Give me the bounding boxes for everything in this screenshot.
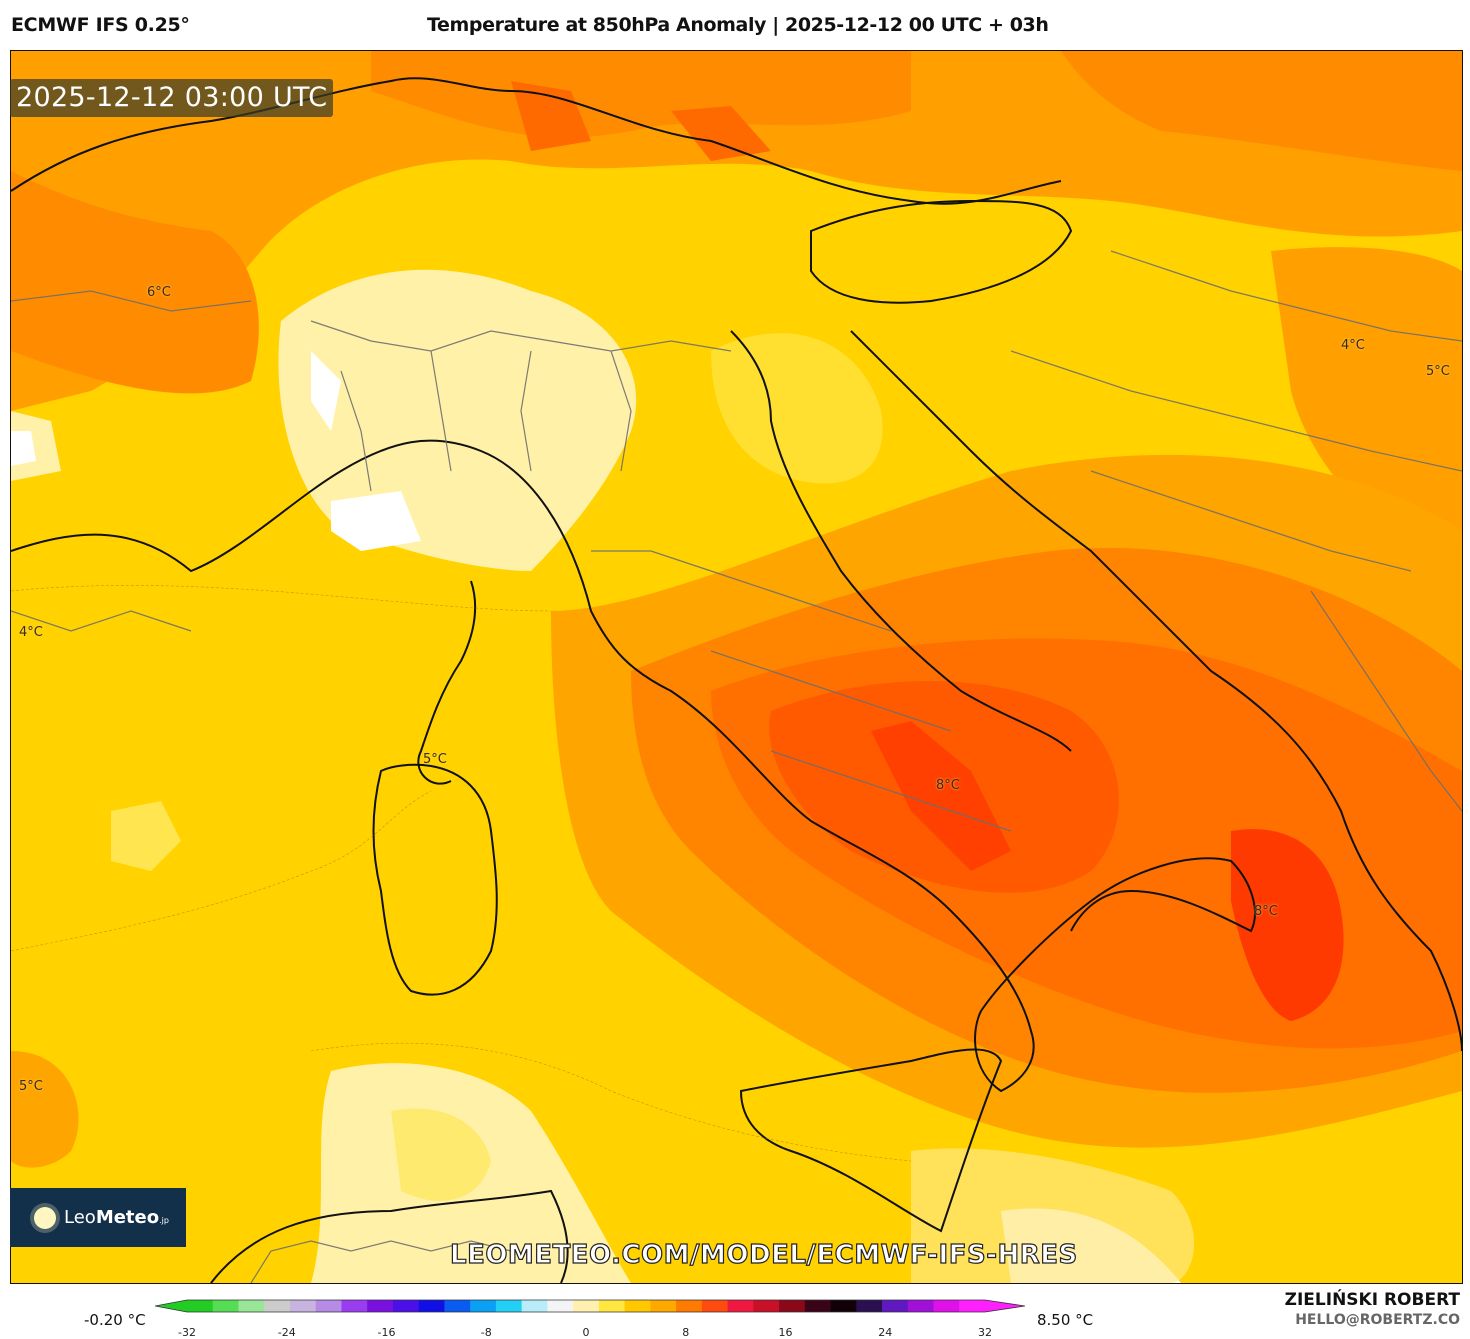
colorbar-tick: 16 (778, 1326, 793, 1339)
sun-icon (34, 1206, 56, 1229)
leometeo-logo[interactable]: LeoMeteo.jp (10, 1188, 186, 1247)
anomaly-field (11, 51, 1462, 1283)
contour-label: 8°C (936, 778, 960, 793)
logo-text: LeoMeteo.jp (64, 1207, 169, 1228)
contour-label: 8°C (1254, 904, 1278, 919)
colorbar-tick: -24 (277, 1326, 296, 1339)
contour-label: 5°C (19, 1079, 43, 1094)
contour-label: 6°C (147, 285, 171, 300)
contour-label: 5°C (1426, 364, 1450, 379)
weather-map[interactable]: 6°C 4°C 5°C 4°C 5°C 8°C 8°C 5°C (10, 50, 1463, 1284)
model-name: ECMWF IFS 0.25° (11, 14, 190, 36)
colorbar (155, 1299, 1025, 1313)
contour-label: 4°C (1341, 338, 1365, 353)
colorbar-max-label: 8.50 °C (1037, 1311, 1094, 1329)
watermark-url: LEOMETEO.COM/MODEL/ECMWF-IFS-HRES (449, 1239, 1078, 1270)
contour-label: 4°C (19, 625, 43, 640)
author-credit: ZIELIŃSKI ROBERT HELLO@ROBERTZ.CO (1285, 1290, 1460, 1328)
colorbar-tick: -8 (480, 1326, 492, 1339)
colorbar-tick: 8 (682, 1326, 690, 1339)
contour-label: 5°C (423, 752, 447, 767)
colorbar-tick: -32 (178, 1326, 196, 1339)
author-email[interactable]: HELLO@ROBERTZ.CO (1295, 1312, 1460, 1328)
chart-title: Temperature at 850hPa Anomaly | 2025-12-… (427, 14, 1049, 36)
colorbar-tick: 32 (978, 1326, 992, 1339)
colorbar-min-label: -0.20 °C (84, 1311, 146, 1329)
valid-time-badge: 2025-12-12 03:00 UTC (10, 79, 334, 117)
colorbar-tick: -16 (377, 1326, 396, 1339)
colorbar-tick: 24 (878, 1326, 893, 1339)
colorbar-tick: 0 (582, 1326, 590, 1339)
author-name: ZIELIŃSKI ROBERT (1284, 1290, 1460, 1310)
